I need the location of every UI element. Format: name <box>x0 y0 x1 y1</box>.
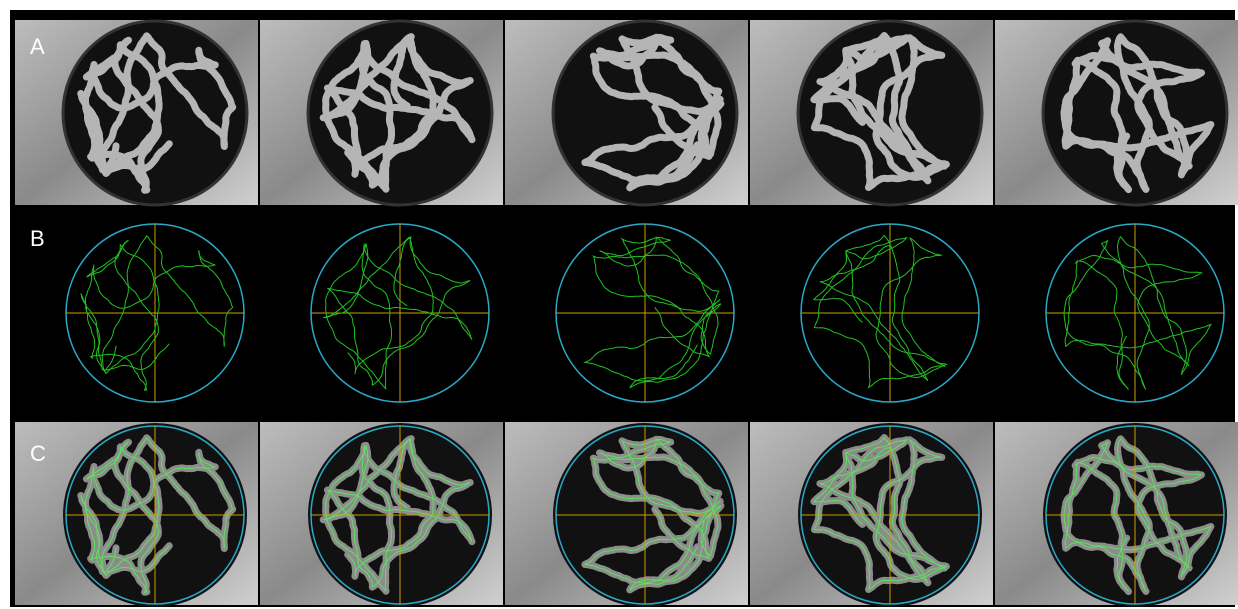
worm-trail <box>581 33 725 192</box>
track-path <box>80 234 234 391</box>
overlay <box>555 425 735 605</box>
worm-trail <box>810 32 950 191</box>
panels <box>15 19 1238 607</box>
track-path <box>583 236 722 389</box>
track-plot <box>800 223 980 403</box>
track-path <box>812 234 948 389</box>
panel-label: B <box>30 226 45 251</box>
worm-trail <box>1060 33 1215 194</box>
track-path <box>1063 235 1213 390</box>
track-plot <box>310 223 490 403</box>
track-plot <box>555 223 735 403</box>
trail-path <box>1060 33 1215 194</box>
track-plot <box>65 223 245 403</box>
track-path <box>1063 437 1213 592</box>
worm-trail <box>77 32 237 194</box>
trail-path <box>581 33 725 192</box>
trail-path <box>319 33 476 193</box>
track-path <box>80 436 234 593</box>
trail-path <box>77 32 237 194</box>
track-path <box>323 438 473 592</box>
track-path <box>812 436 948 591</box>
track-path <box>583 438 722 591</box>
panel-label: A <box>30 34 45 59</box>
track-path <box>323 236 473 390</box>
overlay <box>65 425 245 605</box>
panel-label: C <box>30 441 46 466</box>
trail-path <box>810 32 950 191</box>
overlay <box>310 425 490 605</box>
worm-trail <box>319 33 476 193</box>
overlay <box>1045 425 1225 605</box>
overlay <box>800 425 980 605</box>
track-plot <box>1045 223 1225 403</box>
